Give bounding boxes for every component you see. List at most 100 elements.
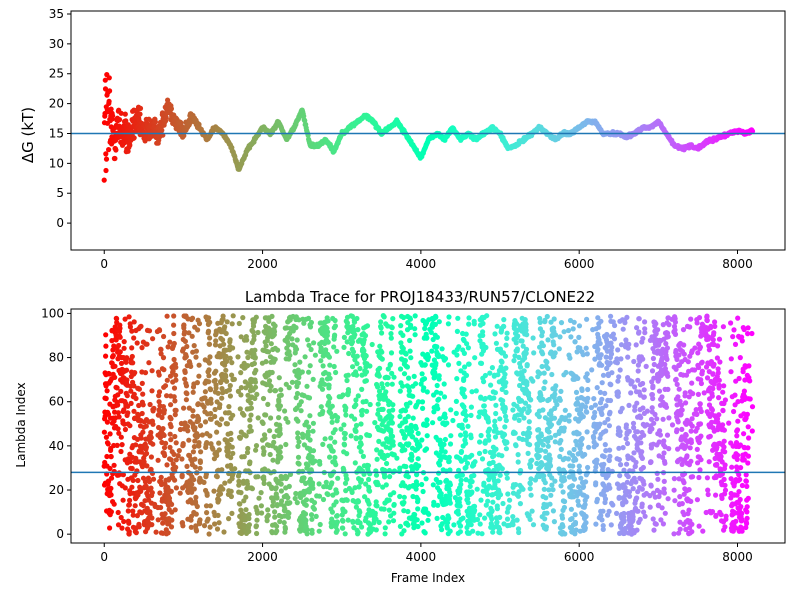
delta-g-point [122, 111, 128, 117]
lambda-point [373, 499, 379, 505]
delta-g-point [159, 127, 165, 133]
lambda-point [576, 431, 582, 437]
lambda-point [442, 436, 448, 443]
lambda-point [434, 389, 440, 395]
lambda-point [521, 415, 527, 421]
x-tick-label: 4000 [406, 257, 437, 271]
lambda-point [381, 506, 387, 512]
lambda-point [359, 407, 366, 413]
lambda-point [615, 390, 622, 396]
lambda-point [168, 416, 174, 422]
lambda-point [358, 449, 364, 455]
lambda-point [523, 327, 529, 333]
lambda-point [552, 478, 558, 484]
lambda-point [251, 333, 257, 339]
lambda-point [228, 455, 234, 461]
lambda-point [571, 476, 578, 482]
lambda-point [156, 389, 163, 395]
lambda-point [345, 389, 352, 395]
lambda-point [298, 408, 304, 414]
lambda-point [419, 520, 425, 526]
lambda-point [497, 472, 503, 478]
lambda-point [140, 429, 146, 435]
lambda-point [286, 510, 292, 516]
lambda-point [463, 464, 469, 470]
lambda-point [172, 398, 178, 404]
lambda-point [125, 403, 131, 409]
lambda-point [206, 531, 212, 537]
lambda-point [118, 388, 124, 394]
lambda-point [373, 516, 379, 522]
lambda-point [117, 349, 123, 355]
lambda-point [341, 334, 347, 340]
lambda-point [191, 343, 197, 349]
lambda-point [578, 442, 585, 448]
lambda-point [188, 517, 194, 523]
lambda-point [469, 389, 475, 395]
lambda-point [168, 424, 174, 430]
lambda-point [168, 488, 174, 494]
lambda-point [380, 385, 386, 391]
lambda-point [334, 513, 340, 519]
lambda-point [208, 400, 214, 406]
lambda-point [526, 404, 532, 410]
lambda-point [603, 354, 609, 360]
lambda-point [106, 371, 112, 377]
lambda-point [540, 442, 546, 448]
lambda-point [254, 510, 261, 516]
lambda-point [219, 386, 225, 392]
lambda-point [281, 520, 287, 526]
lambda-point [457, 529, 463, 535]
lambda-point [433, 314, 439, 320]
lambda-point [426, 511, 432, 517]
lambda-point [342, 480, 349, 486]
lambda-point [238, 334, 244, 340]
lambda-point [614, 510, 620, 516]
lambda-point [592, 409, 598, 416]
lambda-point [376, 519, 382, 526]
lambda-point [282, 526, 288, 532]
lambda-point [278, 387, 284, 393]
lambda-point [357, 520, 363, 526]
lambda-point [329, 403, 335, 409]
lambda-point [308, 346, 314, 353]
lambda-point [350, 364, 356, 370]
lambda-point [593, 521, 599, 527]
lambda-point [224, 421, 230, 427]
lambda-point [296, 374, 302, 381]
lambda-point [229, 510, 235, 516]
lambda-point [128, 388, 134, 394]
lambda-point [350, 353, 356, 359]
lambda-point [320, 363, 326, 369]
lambda-point [252, 379, 258, 385]
lambda-point [575, 375, 581, 381]
lambda-point [168, 437, 174, 443]
lambda-point [618, 462, 624, 468]
lambda-point [161, 367, 167, 373]
lambda-point [503, 417, 509, 424]
lambda-point [387, 445, 393, 451]
lambda-point [124, 393, 130, 399]
lambda-point [412, 313, 418, 319]
lambda-point [172, 412, 178, 418]
lambda-point [479, 531, 485, 537]
lambda-point [223, 330, 229, 337]
lambda-point [441, 394, 448, 400]
lambda-point [274, 528, 280, 534]
lambda-point [158, 347, 164, 353]
lambda-point [585, 395, 591, 401]
lambda-point [445, 362, 452, 368]
lambda-point [375, 482, 381, 488]
lambda-point [317, 521, 323, 528]
lambda-point [217, 402, 223, 408]
lambda-point [173, 464, 179, 470]
lambda-point [414, 482, 420, 488]
lambda-point [190, 389, 196, 395]
lambda-point [276, 398, 282, 405]
lambda-point [500, 398, 506, 404]
lambda-point [108, 509, 114, 515]
lambda-point [253, 314, 259, 320]
lambda-point [387, 361, 393, 367]
lambda-point [149, 522, 155, 528]
lambda-point [591, 396, 597, 402]
